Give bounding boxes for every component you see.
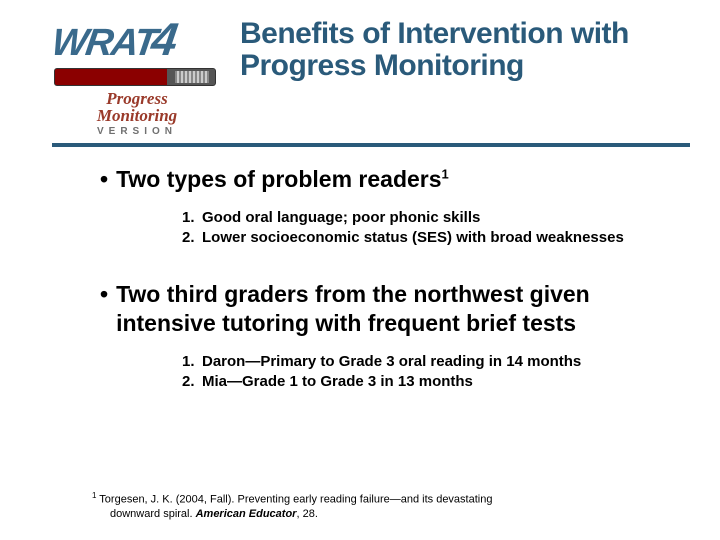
logo-bar — [54, 68, 216, 86]
wrat4-logo: WRAT 4 Progress Monitoring VERSION — [52, 12, 222, 137]
bullet-item: • Two types of problem readers1 — [100, 165, 660, 194]
bullet-marker: • — [100, 280, 108, 338]
superscript: 1 — [442, 166, 449, 181]
logo-progress-monitoring: Progress Monitoring — [52, 90, 222, 124]
bullet-text: Two third graders from the northwest giv… — [116, 280, 660, 338]
logo-number: 4 — [148, 12, 181, 66]
slide-content: • Two types of problem readers1 1. Good … — [0, 147, 720, 392]
sub-item: 1. Daron—Primary to Grade 3 oral reading… — [182, 352, 660, 372]
logo-version: VERSION — [52, 126, 222, 137]
bullet-text: Two types of problem readers — [116, 166, 441, 192]
sub-list: 1. Good oral language; poor phonic skill… — [182, 208, 660, 249]
logo-brand: WRAT — [49, 22, 158, 65]
slide-title: Benefits of Intervention with Progress M… — [240, 12, 690, 83]
footnote: 1 Torgesen, J. K. (2004, Fall). Preventi… — [92, 491, 660, 522]
bullet-item: • Two third graders from the northwest g… — [100, 280, 660, 338]
sub-list: 1. Daron—Primary to Grade 3 oral reading… — [182, 352, 660, 393]
sub-item: 2. Lower socioeconomic status (SES) with… — [182, 228, 660, 248]
sub-item: 2. Mia—Grade 1 to Grade 3 in 13 months — [182, 372, 660, 392]
sub-item: 1. Good oral language; poor phonic skill… — [182, 208, 660, 228]
bullet-marker: • — [100, 165, 108, 194]
journal-title: American Educator — [196, 508, 297, 520]
